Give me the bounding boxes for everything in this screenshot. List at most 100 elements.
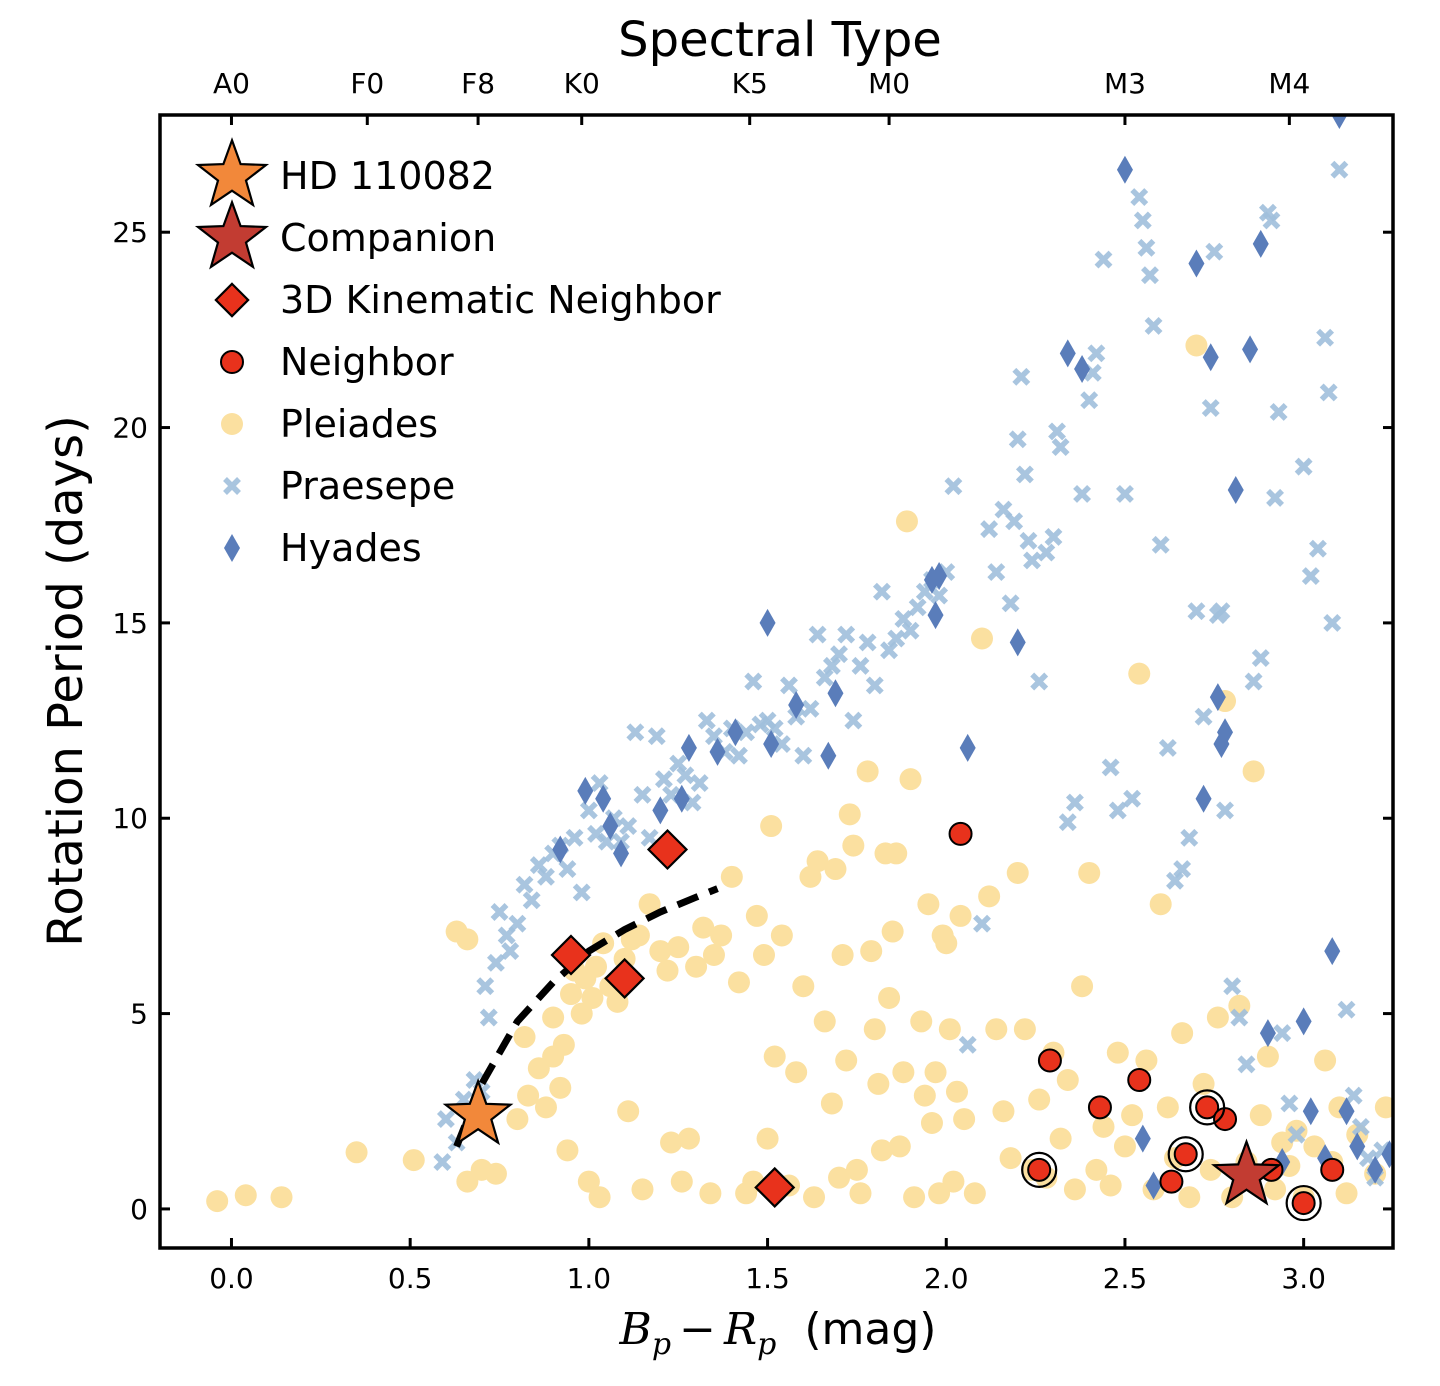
point-pleiades (1285, 1119, 1308, 1142)
point-pleiades (1171, 1022, 1194, 1045)
point-pleiades (542, 1006, 565, 1029)
point-hyades (595, 784, 612, 813)
point-pleiades (924, 1061, 947, 1084)
point-praesepe (1058, 813, 1077, 832)
point-hyades (927, 601, 944, 630)
point-praesepe (794, 746, 813, 765)
point-praesepe (487, 953, 505, 972)
point-pleiades (1156, 1096, 1179, 1119)
point-praesepe (626, 723, 645, 742)
point-praesepe (1123, 789, 1142, 808)
point-3d-kinematic-neighbor (754, 1166, 796, 1208)
x-axis-title-math: Bp − Rp (619, 1304, 791, 1365)
point-praesepe (1101, 758, 1120, 777)
point-praesepe (479, 1008, 498, 1027)
point-pleiades (856, 760, 879, 783)
point-pleiades (752, 943, 775, 966)
point-pleiades (1071, 975, 1094, 998)
point-pleiades (660, 1131, 683, 1154)
x-tick-label: 2.0 (924, 1262, 969, 1295)
legend-item-hyades: Hyades (224, 526, 422, 570)
point-neighbor (1087, 1095, 1112, 1120)
point-hyades (959, 733, 976, 762)
point-neighbor (1159, 1169, 1184, 1194)
point-pleiades (1128, 662, 1151, 685)
point-hyades (602, 812, 619, 841)
point-pleiades (1013, 1018, 1036, 1041)
y-axis-title: Rotation Period (days) (38, 415, 94, 947)
point-praesepe (865, 676, 884, 695)
series-praesepe (433, 160, 1392, 1187)
point-praesepe (1201, 399, 1220, 417)
point-praesepe (830, 645, 848, 664)
point-praesepe (1262, 211, 1281, 230)
point-praesepe (1273, 1024, 1292, 1043)
point-pleiades (1264, 1178, 1287, 1201)
point-praesepe (1012, 367, 1031, 386)
legend-label: HD 110082 (280, 154, 495, 198)
point-praesepe (654, 770, 673, 789)
point-pleiades (971, 627, 993, 650)
point-3d-kinematic-neighbor (646, 828, 689, 871)
point-pleiades (1113, 1135, 1136, 1158)
point-pleiades (638, 893, 661, 916)
point-hyades (1195, 784, 1212, 813)
point-praesepe (1212, 602, 1231, 621)
point-hyades (1324, 937, 1341, 966)
point-pleiades (813, 1010, 836, 1033)
series-companion (1211, 1138, 1282, 1206)
point-praesepe (1080, 391, 1099, 410)
top-tick-label: M3 (1104, 67, 1146, 100)
point-praesepe (872, 582, 891, 601)
legend-label: Hyades (280, 526, 422, 570)
point-pleiades (552, 1033, 575, 1056)
point-praesepe (1015, 465, 1034, 484)
point-pleiades (677, 1127, 700, 1150)
point-pleiades (756, 1127, 779, 1150)
point-hyades (652, 796, 669, 825)
point-praesepe (1158, 738, 1177, 757)
point-praesepe (565, 828, 584, 847)
point-pleiades (1028, 1088, 1051, 1111)
point-pleiades (1085, 1158, 1108, 1181)
x-axis-title-r: R (723, 1304, 757, 1355)
point-pleiades (1185, 334, 1208, 357)
point-praesepe (676, 766, 695, 785)
point-pleiades (560, 983, 582, 1006)
point-praesepe (1005, 512, 1024, 531)
point-hyades (552, 835, 569, 864)
point-pleiades (1006, 861, 1029, 884)
point-pleiades (1249, 1104, 1272, 1127)
legend-marker (221, 413, 243, 435)
point-hyades (1116, 155, 1133, 184)
point-pleiades (1256, 1045, 1279, 1068)
point-hyades (1349, 1132, 1366, 1161)
point-pleiades (534, 1096, 557, 1119)
point-praesepe (515, 875, 534, 894)
point-praesepe (1141, 266, 1159, 285)
point-pleiades (949, 904, 972, 927)
x-axis-title-unit: (mag) (804, 1304, 936, 1355)
y-tick-label: 20 (112, 412, 148, 445)
legend-label: Neighbor (280, 340, 454, 384)
point-neighbor (1213, 1107, 1238, 1132)
point-praesepe (844, 711, 863, 730)
point-praesepe (1173, 860, 1192, 878)
x-tick-label: 3.0 (1281, 1262, 1326, 1295)
point-praesepe (433, 1153, 452, 1171)
point-pleiades (763, 1045, 786, 1068)
point-praesepe (901, 621, 920, 640)
point-praesepe (858, 633, 877, 652)
point-hyades (1134, 1124, 1151, 1153)
point-hyades (1227, 476, 1244, 505)
point-praesepe (744, 672, 763, 691)
series-hyades (552, 115, 1393, 1200)
point-praesepe (633, 785, 652, 804)
point-praesepe (558, 860, 577, 878)
point-pleiades (1135, 1049, 1158, 1072)
point-praesepe (987, 563, 1006, 582)
point-pleiades (270, 1186, 293, 1209)
point-pleiades (1206, 1006, 1229, 1029)
point-pleiades (985, 1018, 1008, 1041)
